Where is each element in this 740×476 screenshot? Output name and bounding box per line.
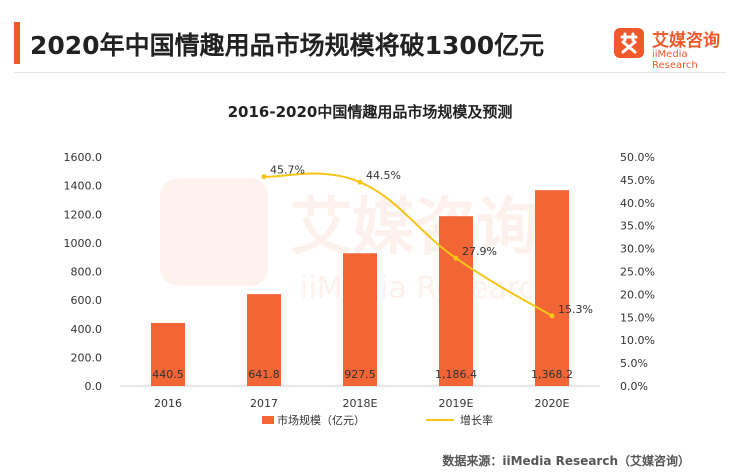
watermark-logo-icon (160, 178, 268, 286)
header-divider (14, 72, 726, 73)
y-left-tick-label: 600.0 (71, 294, 103, 307)
chart-axes: 0.0 200.0 400.0 600.0 800.0 1000.0 1200.0 1400.… (64, 151, 655, 410)
line-data-label: 27.9% (462, 245, 497, 258)
bar-series: 440.5 641.8 927.5 1,186.4 1,368.2 (151, 190, 573, 386)
data-source: 数据来源：iiMedia Research（艾媒咨询） (442, 454, 690, 468)
growth-rate-line (263, 172, 553, 317)
y-right-tick-label: 5.0% (620, 357, 648, 370)
bar-data-label: 440.5 (152, 368, 184, 381)
bar (439, 216, 473, 386)
legend-label-line: 增长率 (460, 413, 493, 427)
y-right-tick-label: 40.0% (620, 197, 655, 210)
title-accent-bar (14, 22, 20, 64)
logo-text-en: iiMedia Research (652, 49, 698, 71)
y-left-tick-label: 1200.0 (64, 208, 103, 221)
x-tick-label: 2017 (250, 397, 278, 410)
y-right-tick-label: 10.0% (620, 334, 655, 347)
y-left-tick-label: 1600.0 (64, 151, 103, 164)
y-left-tick-label: 1400.0 (64, 180, 103, 193)
logo-text-cn: 艾媒咨询 (652, 31, 720, 51)
y-right-tick-label: 25.0% (620, 266, 655, 279)
y-right-tick-label: 45.0% (620, 174, 655, 187)
y-right-tick-label: 15.0% (620, 311, 655, 324)
watermark-text-cn: 艾媒咨询 (290, 190, 538, 263)
y-right-tick-label: 35.0% (620, 220, 655, 233)
watermark: 艾媒咨询 iiMedia Research (160, 178, 554, 306)
x-tick-label: 2019E (439, 397, 474, 410)
bar-data-label: 1,368.2 (531, 368, 573, 381)
bar (151, 322, 185, 386)
line-data-label: 44.5% (366, 169, 401, 182)
line-point (357, 179, 363, 185)
x-tick-label: 2018E (343, 397, 378, 410)
brand-logo: 艾媒咨询 iiMedia Research (614, 22, 734, 71)
bar-data-label: 1,186.4 (435, 368, 477, 381)
y-left-tick-label: 800.0 (71, 266, 103, 279)
bar (535, 190, 569, 386)
watermark-text-en: iiMedia Research (300, 271, 554, 306)
bar (343, 253, 377, 386)
y-left-tick-label: 200.0 (71, 351, 103, 364)
legend-swatch-bar (262, 416, 274, 424)
x-tick-label: 2016 (154, 397, 182, 410)
chart-legend: 市场规模（亿元） 增长率 (262, 413, 493, 427)
y-left-tick-label: 400.0 (71, 323, 103, 336)
line-data-label: 15.3% (558, 303, 593, 316)
line-data-label: 45.7% (270, 164, 305, 177)
y-right-tick-label: 50.0% (620, 151, 655, 164)
y-right-tick-label: 30.0% (620, 243, 655, 256)
logo-icon (614, 28, 644, 58)
y-left-tick-label: 0.0 (85, 380, 103, 393)
chart-title: 2016-2020中国情趣用品市场规模及预测 (228, 103, 513, 121)
y-right-tick-label: 20.0% (620, 288, 655, 301)
y-left-tick-label: 1000.0 (64, 237, 103, 250)
line-point (549, 313, 555, 319)
line-series: 45.7% 44.5% 27.9% 15.3% (261, 164, 593, 319)
x-tick-label: 2020E (535, 397, 570, 410)
legend-label-bar: 市场规模（亿元） (277, 413, 365, 427)
line-point (453, 255, 459, 261)
page-title: 2020年中国情趣用品市场规模将破1300亿元 (30, 31, 545, 60)
y-right-tick-label: 0.0% (620, 380, 648, 393)
bar-data-label: 641.8 (248, 368, 280, 381)
bar-data-label: 927.5 (344, 368, 376, 381)
line-point (261, 174, 267, 180)
bar (247, 294, 281, 386)
